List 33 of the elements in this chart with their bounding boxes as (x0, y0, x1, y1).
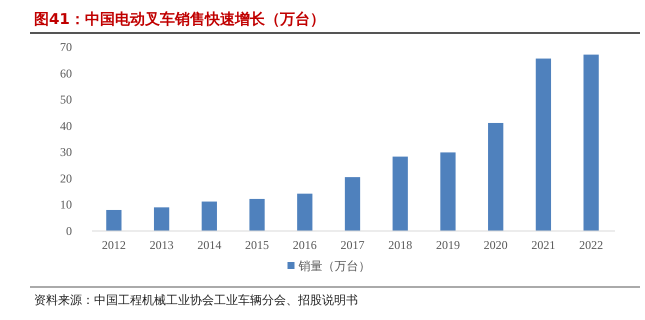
x-tick-label: 2017 (340, 238, 364, 252)
y-tick-label: 50 (60, 92, 72, 107)
bar (488, 122, 504, 231)
y-tick-label: 60 (60, 66, 72, 80)
bar (202, 202, 217, 231)
bar (536, 58, 552, 231)
bar (249, 198, 265, 231)
y-tick-label: 20 (60, 171, 72, 186)
bar (584, 54, 599, 231)
bar (344, 177, 360, 231)
bar (154, 207, 170, 231)
legend-label: 销量（万台） (298, 259, 370, 273)
x-tick-label: 2014 (197, 238, 222, 252)
bar (106, 210, 122, 231)
x-tick-label: 2021 (531, 238, 556, 252)
y-tick-label: 30 (60, 145, 72, 160)
x-tick-label: 2022 (579, 238, 604, 252)
y-tick-label: 0 (66, 224, 72, 238)
x-tick-label: 2013 (150, 238, 174, 252)
x-tick-label: 2015 (245, 238, 270, 252)
y-tick-label: 70 (60, 40, 72, 54)
bar (297, 194, 312, 231)
bar (392, 156, 408, 231)
x-tick-label: 2016 (292, 238, 317, 252)
chart-title: 图41：中国电动叉车销售快速增长（万台） (34, 10, 325, 28)
text: 资料来源：中国工程机械工业协会工业车辆分会、招股说明书 (34, 293, 358, 307)
x-tick-label: 2018 (388, 238, 412, 252)
y-tick-label: 10 (60, 198, 72, 212)
x-tick-label: 2020 (484, 238, 508, 252)
x-tick-label: 2012 (102, 238, 126, 252)
x-tick-label: 2019 (436, 238, 460, 252)
y-tick-label: 40 (60, 118, 72, 133)
bar (440, 152, 456, 231)
